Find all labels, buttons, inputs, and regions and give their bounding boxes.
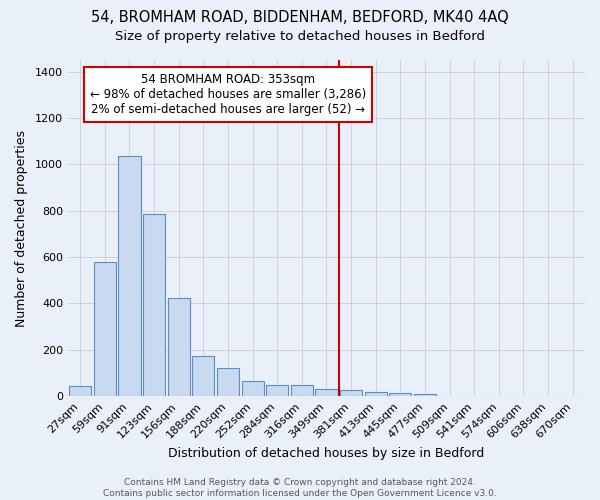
Bar [94,262,116,396]
Bar [414,394,436,396]
Bar [316,390,338,396]
Text: Contains HM Land Registry data © Crown copyright and database right 2024.
Contai: Contains HM Land Registry data © Crown c… [103,478,497,498]
Bar [242,381,263,396]
Text: 54, BROMHAM ROAD, BIDDENHAM, BEDFORD, MK40 4AQ: 54, BROMHAM ROAD, BIDDENHAM, BEDFORD, MK… [91,10,509,25]
Bar [143,214,165,396]
Bar [192,356,214,396]
Y-axis label: Number of detached properties: Number of detached properties [15,130,28,326]
X-axis label: Distribution of detached houses by size in Bedford: Distribution of detached houses by size … [169,447,485,460]
Bar [69,386,91,396]
Bar [167,298,190,396]
Bar [266,384,289,396]
Bar [291,384,313,396]
Bar [118,156,140,396]
Text: Size of property relative to detached houses in Bedford: Size of property relative to detached ho… [115,30,485,43]
Text: 54 BROMHAM ROAD: 353sqm
← 98% of detached houses are smaller (3,286)
2% of semi-: 54 BROMHAM ROAD: 353sqm ← 98% of detache… [90,73,366,116]
Bar [340,390,362,396]
Bar [217,368,239,396]
Bar [389,394,412,396]
Bar [365,392,387,396]
